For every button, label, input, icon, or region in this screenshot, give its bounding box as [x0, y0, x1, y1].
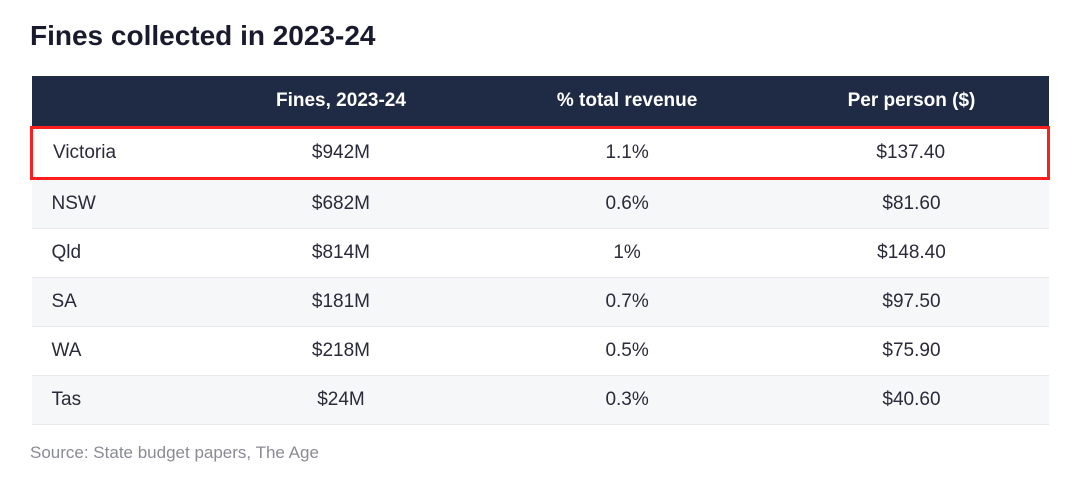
cell-per-person: $81.60 [774, 179, 1048, 229]
cell-state: Tas [32, 376, 203, 425]
col-header-fines: Fines, 2023-24 [202, 76, 480, 128]
table-row: Victoria $942M 1.1% $137.40 [32, 128, 1049, 179]
cell-per-person: $137.40 [774, 128, 1048, 179]
cell-fines: $218M [202, 327, 480, 376]
cell-fines: $942M [202, 128, 480, 179]
page-title: Fines collected in 2023-24 [30, 20, 1050, 52]
source-attribution: Source: State budget papers, The Age [30, 443, 1050, 463]
cell-pct: 0.5% [480, 327, 775, 376]
fines-table-container: Fines, 2023-24 % total revenue Per perso… [30, 76, 1050, 425]
cell-state: NSW [32, 179, 203, 229]
cell-pct: 1% [480, 229, 775, 278]
cell-pct: 0.3% [480, 376, 775, 425]
cell-per-person: $75.90 [774, 327, 1048, 376]
cell-fines: $682M [202, 179, 480, 229]
cell-state: WA [32, 327, 203, 376]
table-row: Qld $814M 1% $148.40 [32, 229, 1049, 278]
col-header-per-person: Per person ($) [774, 76, 1048, 128]
cell-per-person: $97.50 [774, 278, 1048, 327]
col-header-state [32, 76, 203, 128]
cell-pct: 0.7% [480, 278, 775, 327]
cell-pct: 0.6% [480, 179, 775, 229]
cell-fines: $24M [202, 376, 480, 425]
fines-table: Fines, 2023-24 % total revenue Per perso… [30, 76, 1050, 425]
cell-per-person: $40.60 [774, 376, 1048, 425]
table-row: Tas $24M 0.3% $40.60 [32, 376, 1049, 425]
table-row: WA $218M 0.5% $75.90 [32, 327, 1049, 376]
table-row: SA $181M 0.7% $97.50 [32, 278, 1049, 327]
table-header-row: Fines, 2023-24 % total revenue Per perso… [32, 76, 1049, 128]
table-body: Victoria $942M 1.1% $137.40 NSW $682M 0.… [32, 128, 1049, 425]
cell-pct: 1.1% [480, 128, 775, 179]
cell-fines: $181M [202, 278, 480, 327]
cell-per-person: $148.40 [774, 229, 1048, 278]
cell-state: SA [32, 278, 203, 327]
col-header-pct: % total revenue [480, 76, 775, 128]
cell-state: Qld [32, 229, 203, 278]
cell-fines: $814M [202, 229, 480, 278]
cell-state: Victoria [32, 128, 203, 179]
table-row: NSW $682M 0.6% $81.60 [32, 179, 1049, 229]
